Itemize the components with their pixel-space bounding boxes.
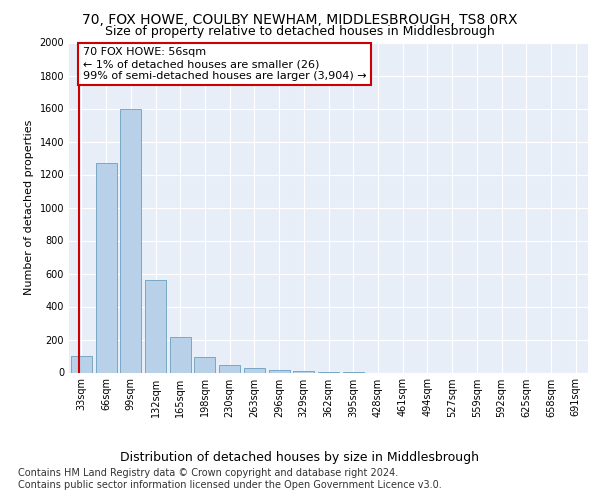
Bar <box>244 368 265 372</box>
Bar <box>194 357 215 372</box>
Bar <box>219 365 240 372</box>
Y-axis label: Number of detached properties: Number of detached properties <box>24 120 34 295</box>
Text: Distribution of detached houses by size in Middlesbrough: Distribution of detached houses by size … <box>121 451 479 464</box>
Text: 70 FOX HOWE: 56sqm
← 1% of detached houses are smaller (26)
99% of semi-detached: 70 FOX HOWE: 56sqm ← 1% of detached hous… <box>83 48 366 80</box>
Text: Size of property relative to detached houses in Middlesbrough: Size of property relative to detached ho… <box>105 25 495 38</box>
Bar <box>120 108 141 372</box>
Bar <box>293 371 314 372</box>
Bar <box>95 163 116 372</box>
Bar <box>71 356 92 372</box>
Text: Contains HM Land Registry data © Crown copyright and database right 2024.: Contains HM Land Registry data © Crown c… <box>18 468 398 477</box>
Text: 70, FOX HOWE, COULBY NEWHAM, MIDDLESBROUGH, TS8 0RX: 70, FOX HOWE, COULBY NEWHAM, MIDDLESBROU… <box>82 12 518 26</box>
Bar <box>269 370 290 372</box>
Bar <box>145 280 166 372</box>
Bar <box>170 337 191 372</box>
Text: Contains public sector information licensed under the Open Government Licence v3: Contains public sector information licen… <box>18 480 442 490</box>
